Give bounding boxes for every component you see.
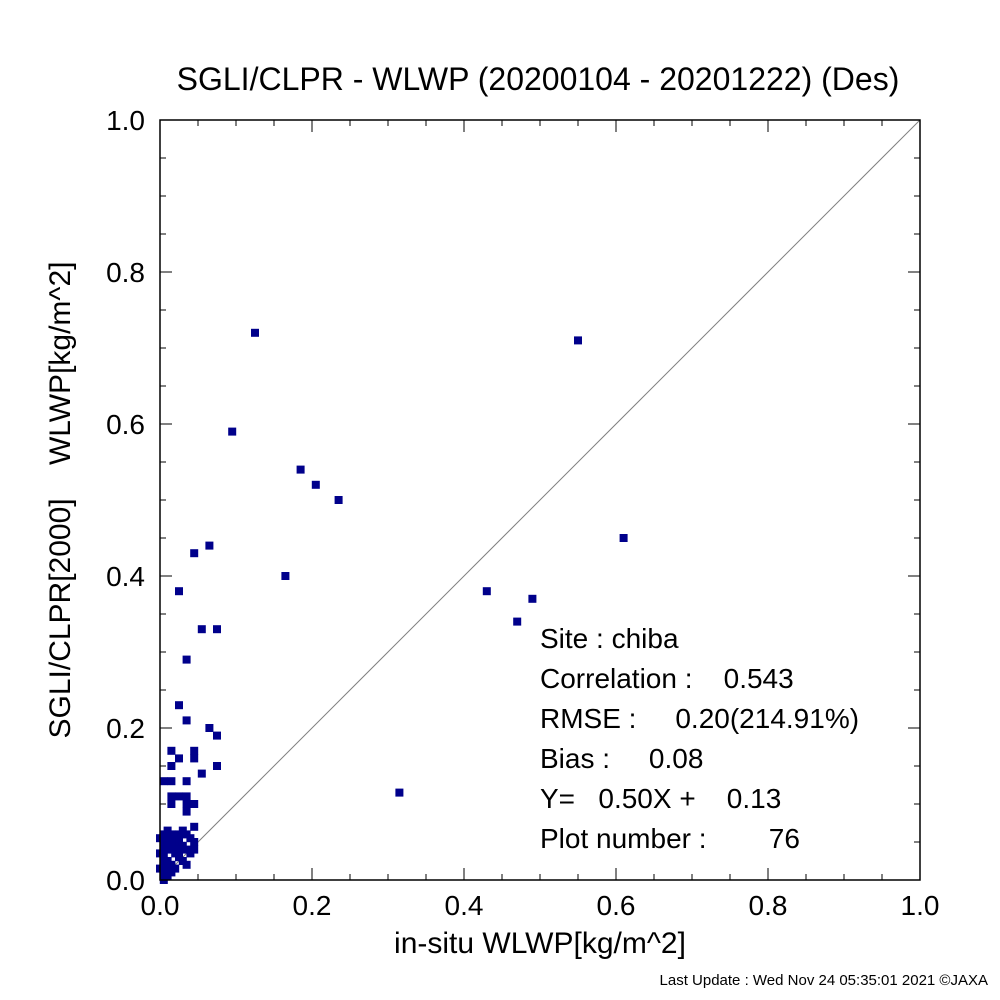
plot-frame: [159, 119, 921, 881]
data-point: [205, 724, 214, 732]
data-point: [186, 849, 195, 858]
data-point: [251, 328, 259, 337]
data-point: [175, 587, 183, 596]
data-point: [395, 788, 404, 797]
data-point: [159, 777, 168, 786]
x-tick-label: 0.2: [293, 890, 332, 921]
data-point: [228, 427, 237, 436]
data-point: [175, 792, 183, 801]
stat-rmse: RMSE : 0.20(214.91%): [540, 703, 859, 734]
data-point: [182, 792, 191, 801]
data-point: [482, 587, 491, 596]
data-point: [182, 800, 191, 808]
data-point: [167, 777, 176, 786]
x-axis-label: in-situ WLWP[kg/m^2]: [394, 927, 686, 960]
data-point: [190, 746, 199, 755]
data-point: [182, 807, 191, 816]
data-point: [178, 826, 187, 835]
stat-regression: Y= 0.50X + 0.13: [540, 783, 781, 814]
data-point: [167, 838, 176, 846]
data-point: [163, 857, 172, 865]
chart-title: SGLI/CLPR - WLWP (20200104 - 20201222) (…: [177, 61, 900, 97]
y-tick-label: 0.2: [106, 713, 145, 744]
x-tick-label: 0.8: [749, 890, 788, 921]
data-point: [213, 625, 221, 634]
data-point: [163, 872, 172, 881]
data-point: [182, 655, 191, 664]
data-point: [178, 857, 187, 865]
data-point: [281, 572, 290, 580]
data-point: [167, 800, 176, 808]
x-tick-label: 0.6: [597, 890, 636, 921]
data-point: [334, 496, 343, 504]
x-tick-labels: 0.0 0.2 0.4 0.6 0.8 1.0: [141, 890, 940, 921]
data-point: [197, 625, 206, 634]
x-tick-label: 1.0: [901, 890, 940, 921]
data-point: [190, 754, 199, 763]
stat-bias: Bias : 0.08: [540, 743, 703, 774]
data-point: [213, 762, 221, 770]
y-tick-label: 0.4: [106, 561, 145, 592]
stat-plot-number: Plot number : 76: [540, 823, 800, 854]
y-tick-labels: 0.0 0.2 0.4 0.6 0.8 1.0: [106, 105, 145, 896]
data-point: [213, 731, 221, 740]
one-to-one-line: [159, 119, 921, 881]
y-axis-label: SGLI/CLPR[2000] WLWP[kg/m^2]: [44, 261, 77, 738]
stat-correlation: Correlation : 0.543: [540, 663, 794, 694]
data-point: [182, 716, 191, 725]
x-tick-label: 0.4: [445, 890, 484, 921]
data-point: [186, 834, 195, 843]
data-point: [167, 762, 176, 770]
data-point: [205, 541, 214, 550]
y-tick-label: 0.0: [106, 865, 145, 896]
data-point: [190, 800, 199, 808]
stats-box: Site : chiba Correlation : 0.543 RMSE : …: [540, 623, 859, 854]
reference-line-group: [159, 119, 921, 881]
footer-last-update: Last Update : Wed Nov 24 05:35:01 2021 ©…: [660, 972, 988, 989]
data-point: [167, 792, 176, 801]
y-tick-label: 1.0: [106, 105, 145, 136]
y-tick-label: 0.8: [106, 257, 145, 288]
stat-site: Site : chiba: [540, 623, 679, 654]
data-point: [619, 534, 628, 542]
data-point: [167, 746, 176, 755]
data-point: [311, 480, 320, 489]
data-point: [182, 777, 191, 786]
data-point: [574, 336, 582, 345]
data-point: [175, 754, 183, 763]
y-tick-label: 0.6: [106, 409, 145, 440]
data-point: [528, 594, 537, 603]
data-point: [513, 617, 522, 626]
data-point: [197, 769, 206, 778]
x-tick-label: 0.0: [141, 890, 180, 921]
data-point: [296, 465, 305, 474]
data-point: [175, 701, 183, 710]
data-point: [190, 822, 199, 831]
data-point: [175, 845, 183, 854]
data-point: [190, 549, 199, 558]
data-point: [171, 864, 180, 873]
data-point: [163, 826, 172, 835]
